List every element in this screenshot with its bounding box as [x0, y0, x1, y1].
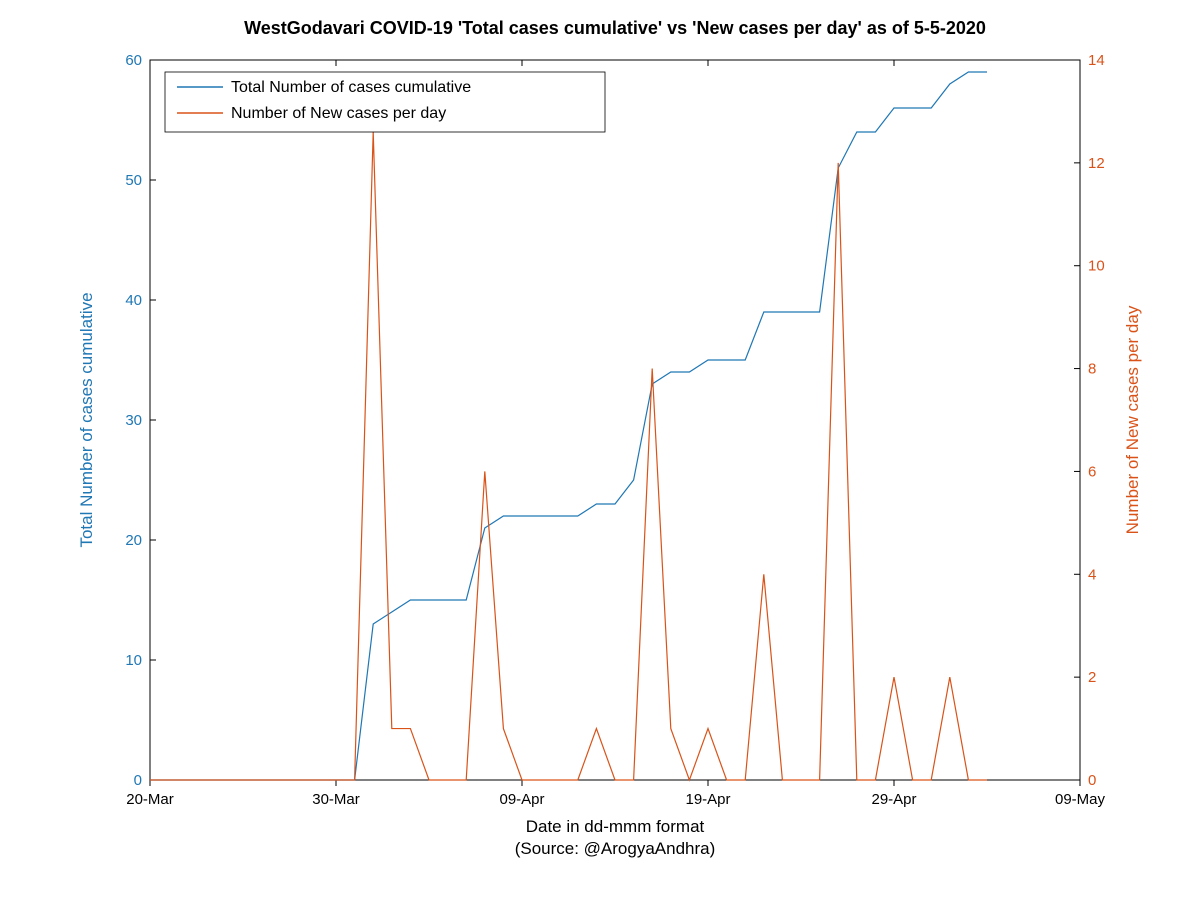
- x-tick-label: 20-Mar: [126, 791, 174, 808]
- x-tick-label: 09-May: [1055, 791, 1106, 808]
- y-left-axis-label: Total Number of cases cumulative: [77, 292, 96, 547]
- y-left-tick-label: 30: [125, 412, 142, 429]
- y-left-tick-label: 0: [134, 772, 142, 789]
- chart-title: WestGodavari COVID-19 'Total cases cumul…: [244, 18, 986, 38]
- x-axis-label-2: (Source: @ArogyaAndhra): [515, 839, 716, 858]
- y-right-tick-label: 2: [1088, 669, 1096, 686]
- y-left-tick-label: 60: [125, 52, 142, 69]
- x-tick-label: 29-Apr: [871, 791, 916, 808]
- y-right-axis-label: Number of New cases per day: [1123, 305, 1142, 534]
- y-right-tick-label: 4: [1088, 566, 1096, 583]
- y-left-tick-label: 50: [125, 172, 142, 189]
- y-right-tick-label: 0: [1088, 772, 1096, 789]
- series-cumulative: [150, 72, 987, 780]
- legend-label: Number of New cases per day: [231, 105, 446, 122]
- y-right-tick-label: 10: [1088, 258, 1105, 275]
- legend-label: Total Number of cases cumulative: [231, 79, 471, 96]
- x-tick-label: 30-Mar: [312, 791, 360, 808]
- y-right-tick-label: 6: [1088, 463, 1096, 480]
- y-right-tick-label: 12: [1088, 155, 1105, 172]
- y-left-tick-label: 10: [125, 652, 142, 669]
- y-left-tick-label: 20: [125, 532, 142, 549]
- x-tick-label: 19-Apr: [685, 791, 730, 808]
- plot-border: [150, 60, 1080, 780]
- y-left-tick-label: 40: [125, 292, 142, 309]
- chart-svg: WestGodavari COVID-19 'Total cases cumul…: [0, 0, 1200, 898]
- x-tick-label: 09-Apr: [499, 791, 544, 808]
- series-newcases: [150, 132, 987, 780]
- x-axis-label-1: Date in dd-mmm format: [526, 817, 705, 836]
- y-right-tick-label: 8: [1088, 361, 1096, 378]
- chart-container: WestGodavari COVID-19 'Total cases cumul…: [0, 0, 1200, 898]
- y-right-tick-label: 14: [1088, 52, 1105, 69]
